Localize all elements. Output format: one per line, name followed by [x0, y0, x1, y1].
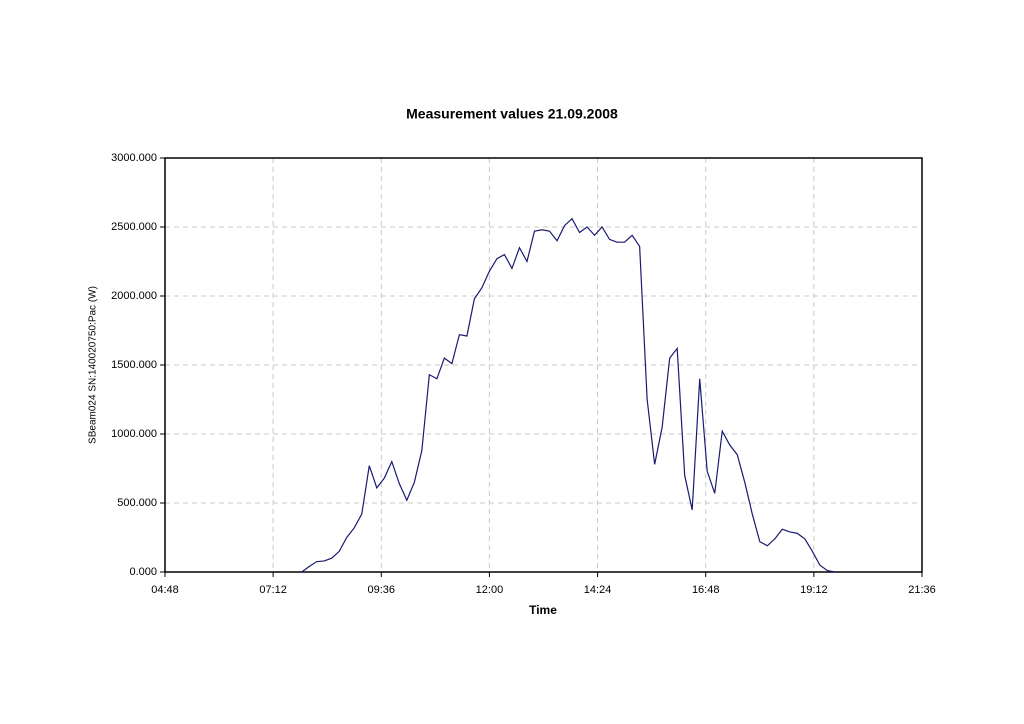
- y-axis-label: SBeam024 SN:140020750:Pac (W): [88, 286, 99, 444]
- x-tick-label: 16:48: [692, 584, 720, 596]
- chart-title: Measurement values 21.09.2008: [406, 106, 618, 122]
- y-tick-label: 1500.000: [111, 359, 157, 371]
- y-tick-label: 3000.000: [111, 152, 157, 164]
- x-tick-label: 09:36: [368, 584, 396, 596]
- x-tick-label: 04:48: [151, 584, 179, 596]
- x-tick-label: 14:24: [584, 584, 612, 596]
- x-tick-label: 21:36: [908, 584, 936, 596]
- y-tick-label: 2500.000: [111, 221, 157, 233]
- y-tick-label: 2000.000: [111, 290, 157, 302]
- x-tick-label: 19:12: [800, 584, 828, 596]
- x-tick-label: 07:12: [259, 584, 287, 596]
- y-tick-label: 500.000: [117, 497, 157, 509]
- y-tick-label: 1000.000: [111, 428, 157, 440]
- plot-frame: [164, 157, 923, 573]
- x-axis-label: Time: [529, 603, 557, 617]
- y-tick-label: 0.000: [129, 566, 157, 578]
- x-tick-label: 12:00: [476, 584, 504, 596]
- data-line: [301, 217, 835, 573]
